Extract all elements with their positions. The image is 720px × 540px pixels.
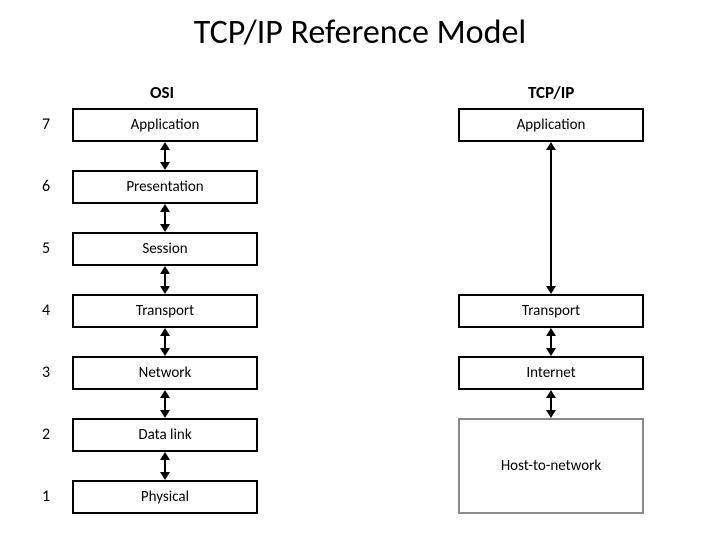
osi-column-header: OSI [150, 82, 174, 103]
layer-number: 5 [42, 239, 62, 258]
osi-connector-arrow [158, 142, 172, 170]
layer-number: 7 [42, 115, 62, 134]
tcpip-layer-box: Internet [458, 356, 644, 390]
tcpip-connector-arrow [544, 390, 558, 418]
layer-number: 4 [42, 301, 62, 320]
osi-layer-box: Session [72, 232, 258, 266]
osi-connector-arrow [158, 266, 172, 294]
layer-number: 1 [42, 487, 62, 506]
tcpip-column-header: TCP/IP [528, 82, 574, 103]
layer-number: 6 [42, 177, 62, 196]
layer-number: 3 [42, 363, 62, 382]
osi-connector-arrow [158, 452, 172, 480]
osi-layer-box: Application [72, 108, 258, 142]
tcpip-layer-box: Transport [458, 294, 644, 328]
tcpip-layer-box: Application [458, 108, 644, 142]
tcpip-connector-arrow [544, 142, 558, 294]
osi-connector-arrow [158, 328, 172, 356]
tcpip-layer-box: Host-to-network [458, 418, 644, 514]
osi-connector-arrow [158, 390, 172, 418]
layer-number: 2 [42, 425, 62, 444]
tcpip-connector-arrow [544, 328, 558, 356]
osi-layer-box: Transport [72, 294, 258, 328]
osi-connector-arrow [158, 204, 172, 232]
osi-layer-box: Physical [72, 480, 258, 514]
page-title: TCP/IP Reference Model [0, 0, 720, 53]
osi-layer-box: Network [72, 356, 258, 390]
osi-layer-box: Data link [72, 418, 258, 452]
osi-layer-box: Presentation [72, 170, 258, 204]
